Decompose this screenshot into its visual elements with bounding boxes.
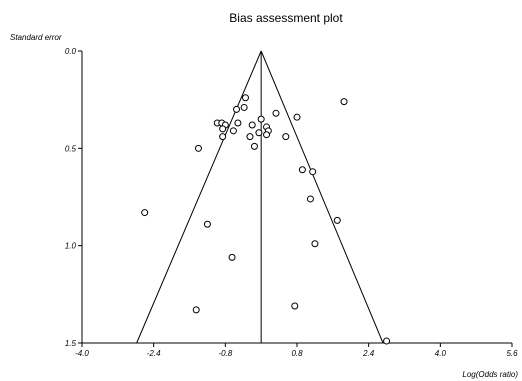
y-tick-label: 1.5 <box>65 339 77 348</box>
data-point <box>241 94 249 102</box>
data-point <box>246 133 254 141</box>
data-points <box>141 94 391 345</box>
data-point <box>248 121 256 129</box>
data-point <box>229 127 237 135</box>
data-point <box>233 105 241 113</box>
x-axis-label: Log(Odds ratio) <box>462 370 518 379</box>
x-tick-label: 0.8 <box>291 349 303 358</box>
chart-title: Bias assessment plot <box>229 11 343 25</box>
x-tick-label: -2.4 <box>147 349 161 358</box>
data-point <box>228 253 236 261</box>
funnel-right-line <box>260 50 384 344</box>
x-tick-label: -0.8 <box>218 349 232 358</box>
data-point <box>219 133 227 141</box>
axes <box>78 50 513 347</box>
data-point <box>333 216 341 224</box>
data-point <box>141 209 149 217</box>
data-point <box>309 168 317 176</box>
data-point <box>298 166 306 174</box>
data-point <box>257 115 265 123</box>
y-tick-label: 1.0 <box>65 242 77 251</box>
funnel-lines <box>136 50 384 344</box>
x-tick-label: -4.0 <box>75 349 89 358</box>
data-point <box>194 144 202 152</box>
tick-labels: -4.0 -2.4 -0.8 0.8 2.4 4.0 5.6 0.0 0.5 1.0 1.5 <box>65 47 518 358</box>
data-point <box>250 142 258 150</box>
data-point <box>291 302 299 310</box>
data-point <box>219 125 227 133</box>
data-point <box>282 133 290 141</box>
data-point <box>240 103 248 111</box>
data-point <box>311 240 319 248</box>
y-tick-label: 0.5 <box>65 144 77 153</box>
data-point <box>263 131 271 139</box>
data-point <box>255 129 263 137</box>
funnel-left-line <box>136 50 262 344</box>
x-tick-label: 4.0 <box>435 349 447 358</box>
data-point <box>293 113 301 121</box>
data-point <box>203 220 211 228</box>
data-point <box>234 119 242 127</box>
data-point <box>306 195 314 203</box>
x-tick-label: 2.4 <box>362 349 375 358</box>
data-point <box>192 306 200 314</box>
y-tick-label: 0.0 <box>65 47 77 56</box>
data-point <box>340 98 348 106</box>
y-axis-label: Standard error <box>10 33 62 42</box>
x-tick-label: 5.6 <box>506 349 518 358</box>
data-point <box>383 337 391 345</box>
data-point <box>272 109 280 117</box>
